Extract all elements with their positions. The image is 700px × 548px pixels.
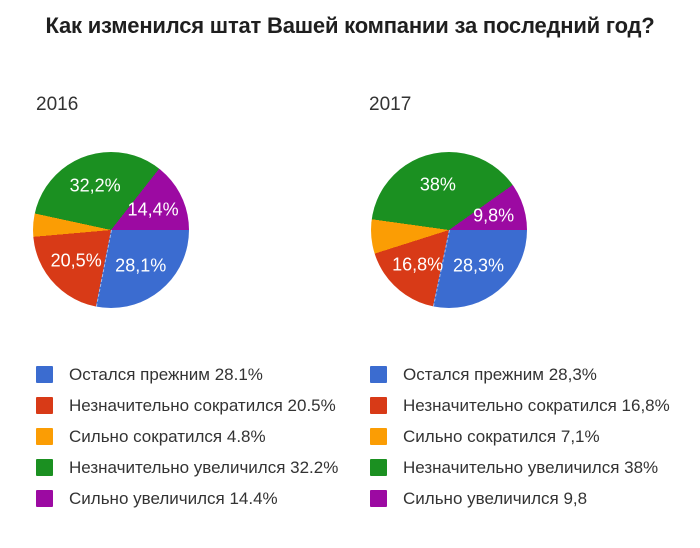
legend-item: Сильно увеличился 9,8 <box>370 488 670 508</box>
pie-chart-2017: 28,3% 16,8% 38% 9,8% <box>371 152 527 308</box>
legend-item: Сильно сократился 7,1% <box>370 426 670 446</box>
chart-title-2017: 2017 <box>369 94 412 115</box>
legend-label: Сильно сократился 4.8% <box>69 426 266 446</box>
legend-label: Незначительно сократился 16,8% <box>403 395 670 415</box>
legend-item: Незначительно увеличился 32.2% <box>36 457 339 477</box>
legend-item: Сильно увеличился 14.4% <box>36 488 338 508</box>
slice-value-label: 20,5% <box>50 250 102 271</box>
slice-value-label: 28,3% <box>452 255 505 276</box>
legend-2017: Остался прежним 28,3% Незначительно сокр… <box>370 364 670 508</box>
legend-item: Незначительно сократился 16,8% <box>370 395 670 415</box>
legend-swatch <box>36 428 53 445</box>
legend-swatch <box>370 366 387 383</box>
page-title: Как изменился штат Вашей компании за пос… <box>45 13 655 38</box>
legend-swatch <box>370 490 387 507</box>
legend-swatch <box>36 366 53 383</box>
legend-label: Незначительно увеличился 32.2% <box>69 457 339 477</box>
legend-item: Незначительно сократился 20.5% <box>36 395 338 415</box>
legend-label: Остался прежним 28,3% <box>403 364 597 384</box>
slice-value-label: 28,1% <box>115 255 167 276</box>
legend-label: Сильно сократился 7,1% <box>403 426 600 446</box>
legend-item: Остался прежним 28,3% <box>370 364 670 384</box>
slice-value-label: 38% <box>419 174 456 195</box>
legend-2016: Остался прежним 28.1% Незначительно сокр… <box>36 364 339 508</box>
chart-title-2016: 2016 <box>36 94 79 115</box>
legend-label: Сильно увеличился 9,8 <box>403 488 588 508</box>
slice-value-label: 9,8% <box>473 205 515 226</box>
legend-swatch <box>36 459 53 476</box>
slice-value-label: 16,8% <box>392 254 444 275</box>
slice-value-label: 14,4% <box>127 199 179 220</box>
legend-item: Остался прежним 28.1% <box>36 364 338 384</box>
slice-value-label: 32,2% <box>69 175 121 196</box>
legend-swatch <box>36 397 53 414</box>
legend-item: Сильно сократился 4.8% <box>36 426 338 446</box>
legend-label: Сильно увеличился 14.4% <box>69 488 278 508</box>
legend-label: Незначительно увеличился 38% <box>403 457 659 477</box>
legend-item: Незначительно увеличился 38% <box>370 457 670 477</box>
legend-swatch <box>370 397 387 414</box>
pie-chart-2016: 28,1% 20,5% 32,2% 14,4% <box>33 152 189 308</box>
legend-swatch <box>36 490 53 507</box>
legend-label: Остался прежним 28.1% <box>69 364 263 384</box>
legend-swatch <box>370 428 387 445</box>
legend-label: Незначительно сократился 20.5% <box>69 395 336 415</box>
legend-swatch <box>370 459 387 476</box>
